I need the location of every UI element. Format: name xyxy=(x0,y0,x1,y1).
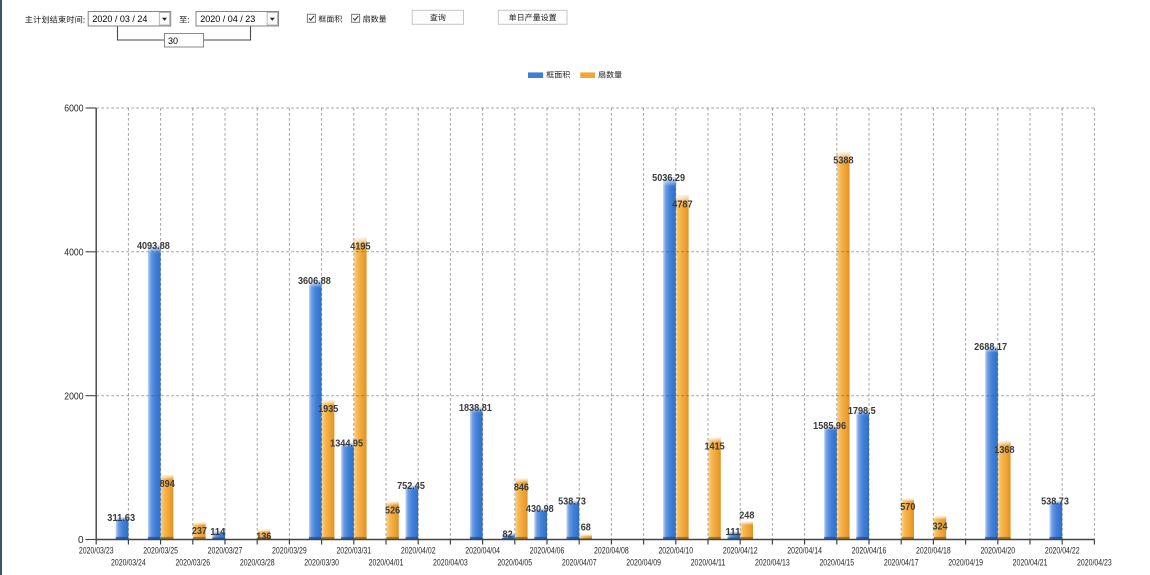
svg-text:1368: 1368 xyxy=(994,445,1015,456)
svg-text:324: 324 xyxy=(932,522,947,533)
svg-text:1935: 1935 xyxy=(318,404,339,415)
svg-text:1585.96: 1585.96 xyxy=(813,421,846,432)
svg-text:5388: 5388 xyxy=(833,156,854,167)
svg-text:136: 136 xyxy=(256,532,271,543)
svg-text:570: 570 xyxy=(900,502,915,513)
svg-text:430.98: 430.98 xyxy=(526,504,554,515)
svg-text:2020/04/12: 2020/04/12 xyxy=(723,546,758,557)
svg-text:2020/03/29: 2020/03/29 xyxy=(272,546,307,557)
svg-text:2020/04/13: 2020/04/13 xyxy=(755,557,790,568)
svg-text:2020/04/09: 2020/04/09 xyxy=(626,557,661,568)
svg-text:2020/03/31: 2020/03/31 xyxy=(336,546,371,557)
svg-text:1838.81: 1838.81 xyxy=(459,403,492,414)
svg-text:2020/04/08: 2020/04/08 xyxy=(594,546,629,557)
svg-text:248: 248 xyxy=(739,511,754,522)
svg-text:2020/03/24: 2020/03/24 xyxy=(111,557,146,568)
svg-text:6000: 6000 xyxy=(64,104,84,115)
svg-text:1798.5: 1798.5 xyxy=(848,406,876,417)
svg-text:1344.95: 1344.95 xyxy=(330,439,363,450)
svg-text:2020/04/11: 2020/04/11 xyxy=(691,557,726,568)
svg-text:752.45: 752.45 xyxy=(397,481,425,492)
svg-text:2000: 2000 xyxy=(64,391,84,402)
svg-text:846: 846 xyxy=(514,482,529,493)
svg-text:538.73: 538.73 xyxy=(1041,497,1069,508)
svg-text:2020/04/10: 2020/04/10 xyxy=(658,546,693,557)
svg-text:2020/04/07: 2020/04/07 xyxy=(562,557,597,568)
svg-text:3606.88: 3606.88 xyxy=(298,276,331,287)
svg-text:2020/03/30: 2020/03/30 xyxy=(304,557,339,568)
svg-text:311.63: 311.63 xyxy=(107,513,135,524)
svg-text:2020/04/20: 2020/04/20 xyxy=(980,546,1015,557)
svg-text:2020/03/28: 2020/03/28 xyxy=(240,557,275,568)
svg-text:4093.88: 4093.88 xyxy=(137,241,170,252)
svg-text:0: 0 xyxy=(78,535,84,546)
svg-text:4787: 4787 xyxy=(672,200,693,211)
svg-text:538.73: 538.73 xyxy=(558,497,586,508)
svg-text:2688.17: 2688.17 xyxy=(974,342,1007,353)
svg-text:1415: 1415 xyxy=(705,441,726,452)
svg-text:30: 30 xyxy=(168,36,178,46)
svg-text:2020/04/15: 2020/04/15 xyxy=(819,557,854,568)
svg-text:4195: 4195 xyxy=(350,242,371,253)
svg-text:2020/03/26: 2020/03/26 xyxy=(175,557,210,568)
svg-text:2020/04/03: 2020/04/03 xyxy=(433,557,468,568)
svg-text:526: 526 xyxy=(385,505,400,516)
svg-text:5036.29: 5036.29 xyxy=(652,173,685,184)
svg-text:82: 82 xyxy=(503,529,513,540)
svg-text:114: 114 xyxy=(210,527,226,538)
svg-text:2020/04/17: 2020/04/17 xyxy=(884,557,919,568)
svg-text:2020/03/27: 2020/03/27 xyxy=(208,546,243,557)
svg-text:2020/03/23: 2020/03/23 xyxy=(79,546,114,557)
svg-text:2020/03/25: 2020/03/25 xyxy=(143,546,178,557)
svg-text:2020/04/21: 2020/04/21 xyxy=(1013,557,1048,568)
svg-text:2020/04/22: 2020/04/22 xyxy=(1045,546,1080,557)
svg-text:2020/04/02: 2020/04/02 xyxy=(401,546,436,557)
svg-text:2020 / 03 / 24: 2020 / 03 / 24 xyxy=(92,14,147,24)
svg-text:2020/04/18: 2020/04/18 xyxy=(916,546,951,557)
svg-text:2020/04/06: 2020/04/06 xyxy=(530,546,565,557)
svg-text:237: 237 xyxy=(192,526,207,537)
svg-text:111: 111 xyxy=(725,527,741,538)
svg-text:2020 / 04 / 23: 2020 / 04 / 23 xyxy=(200,14,255,24)
svg-text:2020/04/05: 2020/04/05 xyxy=(497,557,532,568)
svg-text:68: 68 xyxy=(581,523,591,534)
svg-text:2020/04/16: 2020/04/16 xyxy=(852,546,887,557)
svg-text:894: 894 xyxy=(160,479,175,490)
svg-text:2020/04/23: 2020/04/23 xyxy=(1077,557,1112,568)
svg-text:2020/04/04: 2020/04/04 xyxy=(465,546,500,557)
svg-text:2020/04/01: 2020/04/01 xyxy=(369,557,404,568)
svg-text:2020/04/19: 2020/04/19 xyxy=(948,557,983,568)
svg-text:2020/04/14: 2020/04/14 xyxy=(787,546,822,557)
svg-text:4000: 4000 xyxy=(64,248,84,259)
